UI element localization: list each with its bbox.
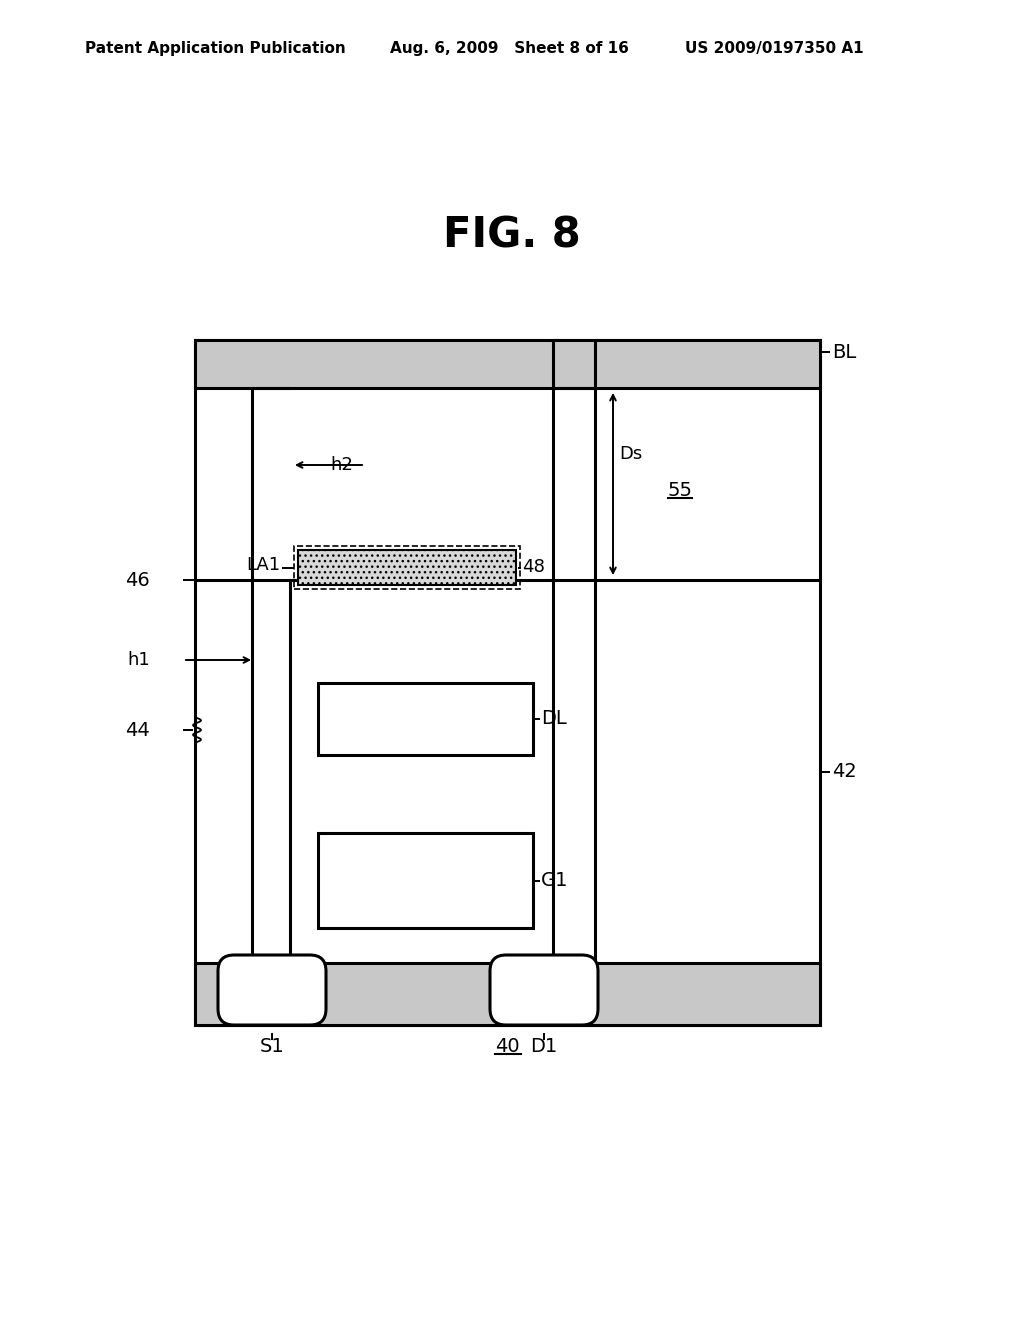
Text: BL: BL (831, 342, 856, 362)
Text: FIG. 8: FIG. 8 (443, 214, 581, 256)
Text: 46: 46 (125, 570, 150, 590)
Text: 48: 48 (522, 558, 545, 577)
Bar (294, 546, 520, 589)
Text: Ds: Ds (618, 445, 642, 463)
Bar (195, 341, 820, 1026)
Text: D1: D1 (530, 1038, 558, 1056)
Bar (298, 550, 516, 585)
Text: G1: G1 (541, 871, 568, 890)
Text: DL: DL (541, 710, 566, 729)
Text: 42: 42 (831, 762, 857, 781)
Bar (195, 964, 820, 1026)
Text: h2: h2 (330, 455, 353, 474)
FancyBboxPatch shape (490, 954, 598, 1026)
Text: Aug. 6, 2009   Sheet 8 of 16: Aug. 6, 2009 Sheet 8 of 16 (390, 41, 629, 55)
Text: 55: 55 (668, 480, 692, 499)
Text: Patent Application Publication: Patent Application Publication (85, 41, 346, 55)
Text: LA1: LA1 (246, 557, 280, 574)
Text: h1: h1 (127, 651, 150, 669)
Text: 44: 44 (125, 721, 150, 739)
Bar (195, 341, 820, 388)
Bar (318, 682, 534, 755)
Bar (318, 833, 534, 928)
FancyBboxPatch shape (218, 954, 326, 1026)
Text: US 2009/0197350 A1: US 2009/0197350 A1 (685, 41, 863, 55)
Text: S1: S1 (260, 1038, 285, 1056)
Text: 40: 40 (496, 1038, 520, 1056)
